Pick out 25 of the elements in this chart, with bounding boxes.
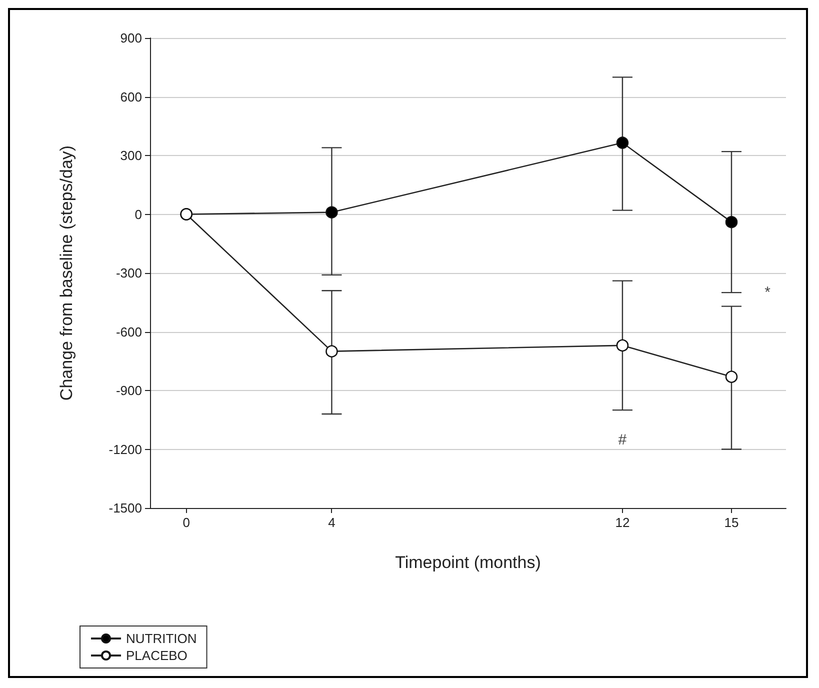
annotation: # [618, 432, 628, 449]
x-tick-label: 12 [615, 515, 630, 530]
x-tick-label: 4 [328, 515, 336, 530]
y-tick-label: 900 [120, 30, 142, 46]
y-axis-title: Change from baseline (steps/day) [57, 145, 76, 401]
y-tick-label: 600 [120, 89, 142, 104]
y-tick-label: -300 [116, 266, 142, 280]
x-tick-label: 0 [182, 515, 190, 530]
point [725, 370, 738, 383]
y-tick-label: -1500 [108, 500, 142, 516]
y-tick-label: -600 [116, 324, 142, 340]
legend-label: PLACEBO [126, 648, 188, 663]
point [616, 136, 629, 149]
legend-label: NUTRITION [126, 631, 197, 646]
point [616, 339, 629, 352]
point [725, 216, 738, 228]
x-axis-title: Timepoint (months) [395, 553, 541, 572]
point [326, 206, 338, 218]
point [326, 345, 338, 358]
x-tick-label: 15 [724, 515, 739, 530]
y-tick-label: -900 [116, 383, 142, 398]
y-tick-label: -1200 [108, 442, 142, 457]
annotation: * [764, 284, 771, 302]
y-tick-label: 0 [134, 206, 142, 222]
y-tick-label: 300 [120, 148, 142, 163]
